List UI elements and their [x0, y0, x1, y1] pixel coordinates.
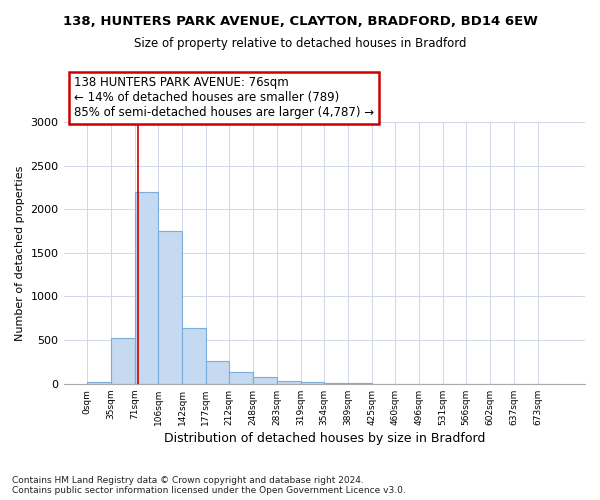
Bar: [253, 378, 277, 384]
Bar: [324, 383, 348, 384]
Bar: [87, 382, 110, 384]
Text: 138, HUNTERS PARK AVENUE, CLAYTON, BRADFORD, BD14 6EW: 138, HUNTERS PARK AVENUE, CLAYTON, BRADF…: [62, 15, 538, 28]
Bar: [301, 382, 324, 384]
Bar: [110, 338, 135, 384]
Text: Size of property relative to detached houses in Bradford: Size of property relative to detached ho…: [134, 38, 466, 51]
Bar: [182, 328, 206, 384]
Y-axis label: Number of detached properties: Number of detached properties: [15, 165, 25, 340]
X-axis label: Distribution of detached houses by size in Bradford: Distribution of detached houses by size …: [164, 432, 485, 445]
Text: 138 HUNTERS PARK AVENUE: 76sqm
← 14% of detached houses are smaller (789)
85% of: 138 HUNTERS PARK AVENUE: 76sqm ← 14% of …: [74, 76, 374, 119]
Text: Contains HM Land Registry data © Crown copyright and database right 2024.
Contai: Contains HM Land Registry data © Crown c…: [12, 476, 406, 495]
Bar: [206, 361, 229, 384]
Bar: [277, 381, 301, 384]
Bar: [135, 192, 158, 384]
Bar: [158, 231, 182, 384]
Bar: [229, 372, 253, 384]
